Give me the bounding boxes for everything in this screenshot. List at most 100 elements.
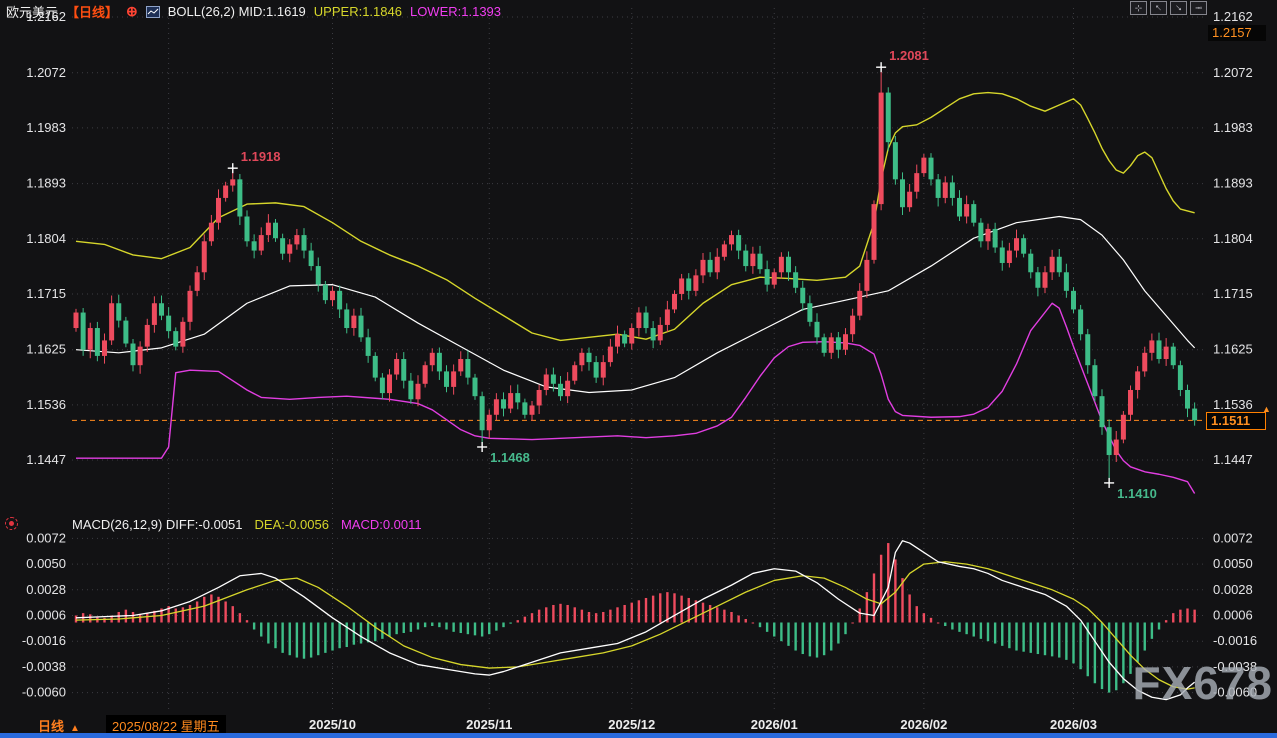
time-axis-labels: 2025/10 2025/11 2025/12 2026/01 2026/02 2026/… [309,717,1097,732]
macd-hist-bar [302,622,306,659]
add-indicator-icon[interactable]: ⊕ [126,3,138,19]
candle-body [458,359,464,372]
candle-body [615,334,620,347]
candle-body [465,359,471,378]
candle-body [1056,256,1062,273]
candle-body [942,182,948,198]
bollinger-bands [75,91,1196,494]
macd-hist-bar [345,622,348,648]
axis-tick-label: 0.0006 [1213,607,1253,622]
macd-hist-bar [452,622,455,632]
macd-hist-bar [438,622,441,628]
macd-hist-bar [1001,622,1004,646]
pane-expand-down-icon[interactable]: ⭨ [1170,1,1187,15]
high-price-marker: 1.2157 [1208,25,1266,41]
candle-body [73,312,79,329]
macd-hist-bar [765,622,769,632]
macd-hist-bar [338,622,341,649]
candle-body [1120,414,1126,440]
macd-hist-bar [851,622,854,624]
macd-hist-bar [146,613,149,623]
candle-body [1006,250,1012,263]
candle-body [508,393,514,409]
candle-body [244,216,250,242]
macd-hist-bar [673,593,676,623]
macd-hist-bar [858,608,861,623]
macd-hist-bar [516,620,519,623]
macd-hist-bar [630,602,633,623]
macd-hist-bar [431,622,434,626]
pane-export-icon[interactable]: ⭲ [1190,1,1207,15]
macd-hist-bar [644,597,648,623]
period-tag[interactable]: 【日线】 [66,5,119,20]
pane-expand-up-icon[interactable]: ⭦ [1150,1,1167,15]
macd-hist-bar [908,594,911,623]
axis-tick-label: 1.1804 [26,231,66,246]
candle-body [657,324,663,341]
macd-hist-bar [659,593,662,623]
candle-body [265,222,271,236]
macd-hist-bar [1107,622,1111,693]
macd-hist-bar [1015,622,1018,651]
macd-hist-bar [224,601,227,623]
extreme-price-label: 1.2081 [889,48,929,63]
candle-body [408,380,414,400]
candle-body [821,337,827,353]
candle-body [273,222,278,239]
candle-body [771,272,777,285]
macd-record-icon[interactable] [5,517,18,530]
macd-hist-bar [174,608,177,623]
chart-type-icon[interactable] [145,5,160,18]
candle-body [843,334,848,350]
macd-hist-bar [530,613,534,623]
timeline-scrollbar[interactable] [0,733,1277,738]
macd-hist-bar [1179,609,1182,623]
axis-tick-label: 1.2072 [26,65,66,80]
candle-body [586,352,592,363]
axis-tick-label: 1.1983 [1213,120,1253,135]
macd-hist-bar [808,622,812,657]
symbol-name: 欧元美元 [6,5,59,20]
candle-body [672,293,677,310]
macd-hist-bar [1186,608,1189,623]
period-label: 日线 [38,719,65,734]
candle-body [230,179,236,186]
macd-hist-bar [879,554,883,623]
candle-body [1035,272,1041,288]
macd-hist-bar [730,611,733,623]
macd-hist-bar [844,622,847,635]
macd-hist-bar [459,622,462,634]
candle-body [721,244,727,257]
candle-body [807,303,813,322]
candle-body [166,315,172,332]
candle-body [828,337,834,353]
candle-body [707,259,713,273]
macd-hist-bar [616,607,619,623]
candle-body [1085,334,1091,366]
candle-body [280,238,286,254]
candle-body [173,331,179,347]
candle-body [800,287,806,304]
macd-hist-bar [1157,622,1161,630]
axis-tick-label: -0.0060 [1213,685,1257,700]
cursor-date-label: 2025/08/22 星期五 [106,715,226,736]
candle-body [151,303,157,325]
candle-body [1170,346,1176,366]
macd-hist-bar [281,622,284,653]
macd-hist-bar [979,622,983,639]
candle-body [80,312,86,350]
period-selector[interactable]: 日线 ▲ [38,716,80,735]
grid-layout-icon[interactable]: ⊹ [1130,1,1147,15]
candle-body [878,92,884,205]
candle-body [971,204,977,223]
candle-body [436,352,442,372]
candle-body [102,340,107,356]
candle-body [1021,238,1027,254]
macd-hist-bar [480,622,484,637]
candle-body [700,259,706,276]
axis-tick-label: 1.1804 [1213,231,1253,246]
candle-body [208,222,214,242]
candle-body [921,157,927,174]
